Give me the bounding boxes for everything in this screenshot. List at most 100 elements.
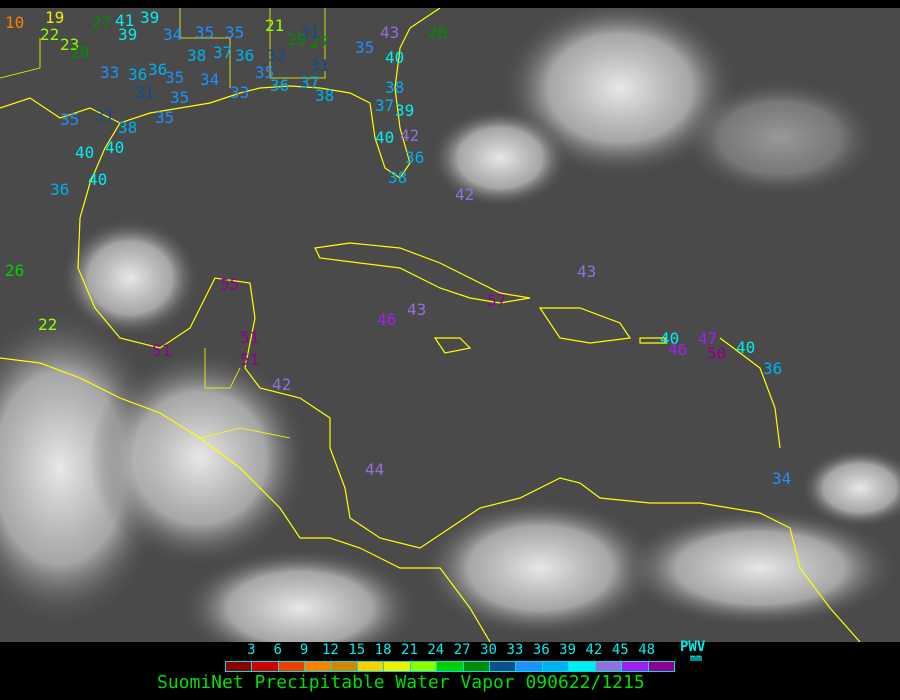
station-pwv-value: 28 — [428, 23, 448, 42]
legend-tick-label: 45 — [611, 642, 629, 658]
station-pwv-value: 47 — [698, 329, 718, 348]
legend-swatch — [358, 662, 385, 671]
station-pwv-value: 36 — [148, 60, 168, 79]
legend-tick-label: 48 — [638, 642, 656, 658]
station-pwv-value: 34 — [772, 469, 792, 488]
station-pwv-value: 35 — [170, 88, 190, 107]
station-pwv-value: 10 — [5, 13, 25, 32]
station-pwv-value: 43 — [407, 300, 427, 319]
station-pwv-value: 33 — [100, 63, 120, 82]
product-title: SuomiNet Precipitable Water Vapor 090622… — [157, 672, 645, 693]
station-pwv-value: 46 — [668, 340, 688, 359]
legend-tick-label: 18 — [374, 642, 392, 658]
legend-swatch — [516, 662, 543, 671]
station-pwv-value: 38 — [118, 118, 138, 137]
station-pwv-value: 37 — [213, 43, 233, 62]
station-pwv-value: 37 — [375, 96, 395, 115]
station-pwv-value: 31 — [95, 106, 115, 125]
coastlines — [0, 8, 861, 642]
legend-unit-label: PWV — [680, 639, 706, 655]
legend-tick-label: 33 — [506, 642, 524, 658]
station-pwv-value: 55 — [220, 275, 240, 294]
legend-tick-label: 42 — [585, 642, 603, 658]
station-pwv-value: 33 — [230, 83, 250, 102]
legend-tick-label: 24 — [427, 642, 445, 658]
legend-swatch — [384, 662, 411, 671]
station-pwv-value: 35 — [225, 23, 245, 42]
legend-swatch — [410, 662, 438, 671]
station-pwv-value: 36 — [128, 65, 148, 84]
station-pwv-value: 29 — [70, 43, 90, 62]
station-pwv-value: 51 — [240, 350, 260, 369]
station-pwv-value: 22 — [40, 25, 60, 44]
station-pwv-value: 40 — [88, 170, 108, 189]
station-pwv-value: 40 — [105, 138, 125, 157]
station-pwv-value: 38 — [187, 46, 207, 65]
station-pwv-value: 37 — [300, 73, 320, 92]
station-pwv-value: 42 — [272, 375, 292, 394]
station-pwv-value: 35 — [355, 38, 375, 57]
legend-swatch — [305, 662, 332, 671]
legend-tick-label: 39 — [559, 642, 577, 658]
map-layer — [0, 8, 900, 642]
station-pwv-value: 36 — [50, 180, 70, 199]
legend-swatch — [622, 662, 649, 671]
color-legend: 3 6 9 12 15 18 21 24 27 30 33 36 39 42 45 48 PWV mm Suo… — [0, 639, 900, 700]
station-pwv-value: 43 — [577, 262, 597, 281]
station-pwv-value: 34 — [163, 25, 183, 44]
legend-tick-label: 21 — [401, 642, 418, 658]
station-pwv-value: 39 — [395, 101, 415, 120]
station-pwv-value: 31 — [300, 23, 320, 42]
station-pwv-value: 40 — [75, 143, 95, 162]
station-pwv-value: 44 — [365, 460, 385, 479]
legend-swatch — [595, 662, 623, 671]
station-pwv-value: 21 — [265, 16, 285, 35]
station-pwv-value: 31 — [310, 56, 330, 75]
station-pwv-value: 35 — [195, 23, 215, 42]
station-pwv-value: 40 — [660, 329, 680, 348]
legend-swatch — [542, 662, 570, 671]
station-pwv-value: 43 — [380, 23, 400, 42]
legend-swatch — [490, 662, 517, 671]
station-pwv-value: 35 — [60, 110, 80, 129]
station-pwv-value: 46 — [377, 310, 397, 329]
legend-tick-label: 6 — [273, 642, 282, 658]
station-pwv-value: 36 — [405, 148, 425, 167]
legend-tick-label: 3 — [247, 642, 256, 658]
station-pwv-value: 34 — [200, 70, 220, 89]
station-pwv-value: 57 — [487, 291, 507, 310]
station-pwv-value: 29 — [287, 30, 307, 49]
legend-swatch — [278, 662, 306, 671]
station-pwv-value: 19 — [45, 8, 65, 27]
station-pwv-value: 38 — [315, 86, 335, 105]
station-pwv-value: 26 — [5, 261, 25, 280]
legend-swatch — [252, 662, 279, 671]
station-pwv-value: 36 — [763, 359, 783, 378]
station-pwv-value: 32 — [267, 46, 287, 65]
cloud-cover — [0, 8, 900, 642]
legend-swatch — [226, 662, 253, 671]
station-pwv-value: 51 — [152, 341, 172, 360]
legend-color-bar — [225, 661, 675, 672]
station-pwv-value: 27 — [92, 13, 112, 32]
legend-tick-label: 27 — [453, 642, 471, 658]
legend-swatch — [463, 662, 491, 671]
station-pwv-value: 31 — [135, 83, 155, 102]
station-pwv-value: 39 — [118, 25, 138, 44]
station-pwv-value: 23 — [60, 35, 80, 54]
station-pwv-value: 50 — [707, 344, 727, 363]
station-pwv-value: 41 — [115, 11, 135, 30]
legend-tick-label: 12 — [321, 642, 339, 658]
satellite-image: 10 19 22 23 29 27 41 39 39 34 35 35 21 29 27 31 35 43 28 40… — [0, 8, 900, 642]
station-pwv-value: 36 — [235, 46, 255, 65]
station-pwv-value: 39 — [140, 8, 160, 27]
legend-swatch — [569, 662, 596, 671]
station-pwv-value: 51 — [240, 328, 260, 347]
station-pwv-value: 38 — [388, 168, 408, 187]
station-pwv-value: 22 — [38, 315, 58, 334]
legend-swatch — [648, 662, 674, 671]
station-pwv-value: 40 — [375, 128, 395, 147]
station-pwv-value: 35 — [155, 108, 175, 127]
station-pwv-value: 35 — [255, 63, 275, 82]
station-pwv-value: 42 — [400, 126, 420, 145]
